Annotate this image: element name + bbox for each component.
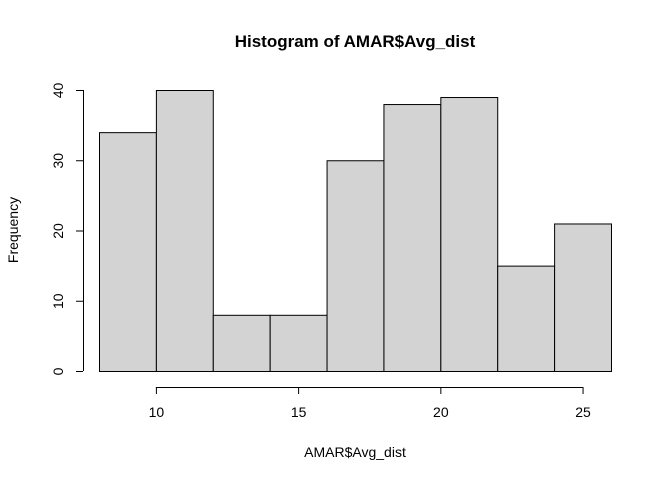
x-tick-label: 10 [149, 404, 165, 420]
y-tick-label: 10 [50, 293, 66, 309]
y-axis-label: Frequency [5, 197, 21, 263]
x-tick-label: 15 [291, 404, 307, 420]
x-tick-label: 20 [433, 404, 449, 420]
histogram-bar [383, 104, 442, 373]
y-tick-label: 20 [50, 223, 66, 239]
chart-title: Histogram of AMAR$Avg_dist [235, 32, 476, 51]
y-tick-label: 40 [50, 83, 66, 99]
histogram-bar [155, 90, 214, 372]
histogram-bar [269, 314, 328, 372]
x-axis-label: AMAR$Avg_dist [304, 444, 406, 460]
y-tick-label: 30 [50, 153, 66, 169]
histogram-bar [554, 223, 612, 372]
y-axis: 0 10 20 30 40 [50, 83, 84, 375]
x-tick-label: 25 [575, 404, 591, 420]
histogram-bar [99, 132, 157, 372]
bars-group [99, 90, 612, 373]
y-tick-label: 0 [50, 367, 66, 375]
histogram-bar [497, 265, 556, 372]
x-axis: 10 15 20 25 [149, 387, 591, 420]
histogram-bar [212, 314, 271, 372]
histogram-bar [440, 97, 499, 373]
histogram-bar [326, 160, 385, 372]
